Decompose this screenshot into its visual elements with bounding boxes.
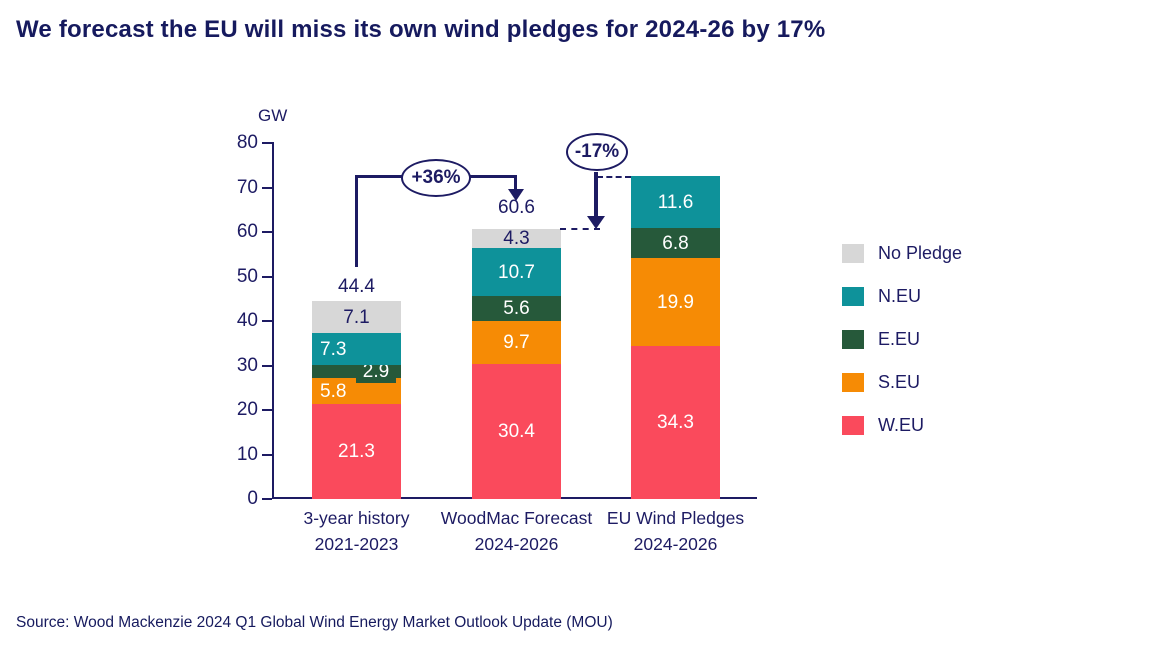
segment-value-label: 11.6 [657,191,694,213]
segment-value-label: 9.7 [503,332,530,353]
y-tick-label: 10 [236,443,258,465]
legend-item-e-eu: E.EU [842,329,962,349]
bar-segment-s-eu: 9.7 [472,321,561,364]
bar-segment-n-eu: 10.7 [472,248,561,296]
segment-value-label: 30.4 [498,421,535,442]
segment-value-callout: 2.9 [356,360,396,383]
annotation-arrow-shaft [594,172,598,218]
y-tick-label: 80 [236,132,258,153]
bar-segment-no-pledge: 4.3 [472,229,561,248]
y-tick-mark [262,364,272,367]
y-tick-label: 60 [236,221,258,242]
category-years: 2021-2023 [314,534,399,554]
bar-segment-e-eu: 5.6 [472,296,561,321]
source-note: Source: Wood Mackenzie 2024 Q1 Global Wi… [16,614,613,631]
x-axis-category-label: WoodMac Forecast 2024-2026 [432,505,602,557]
segment-value-label: 10.7 [498,261,535,283]
category-name: WoodMac Forecast [440,508,593,528]
y-tick-mark [262,186,272,189]
annotation-minus17-bubble: -17% [566,133,628,171]
annotation-arrowhead-icon [587,216,605,229]
segment-value-label: 34.3 [657,412,694,433]
bar-segment-no-pledge: 7.1 [312,301,401,333]
bar-total-label: 60.6 [498,197,535,218]
legend-swatch-icon [842,373,864,392]
annotation-line-vertical [355,175,358,267]
bar-segment-w-eu: 21.3 [312,404,401,499]
segment-value-label: 19.9 [657,291,694,313]
y-tick-label: 50 [236,265,258,287]
y-tick-mark [262,453,272,456]
y-tick-mark [262,320,272,322]
category-name: EU Wind Pledges [606,508,745,528]
annotation-plus36-label: +36% [411,167,461,188]
segment-value-label: 7.3 [320,338,347,360]
y-tick-label: 70 [236,176,258,198]
bar-segment-n-eu: 11.6 [631,176,720,228]
legend-swatch-icon [842,244,864,263]
y-tick-mark [262,231,272,233]
legend: No Pledge N.EU E.EU S.EU W.EU [842,243,963,459]
legend-swatch-icon [842,330,864,349]
annotation-arrow-shaft [514,175,517,190]
legend-label: W.EU [878,415,925,435]
bar-segment-e-eu: 2.9 [312,360,401,383]
y-tick-mark [262,409,272,411]
segment-value-label: 5.8 [320,380,347,402]
segment-value-label: 6.8 [662,232,689,254]
category-years: 2024-2026 [633,534,718,554]
y-tick-label: 20 [236,399,258,420]
bar-segment-n-eu: 7.3 [312,333,401,365]
x-axis-category-label: EU Wind Pledges 2024-2026 [591,505,761,557]
category-years: 2024-2026 [474,534,559,554]
category-name: 3-year history [303,508,410,528]
y-tick-label: 30 [236,354,258,376]
annotation-dash-top [597,176,631,178]
y-tick-mark [262,275,272,278]
segment-value-label: 5.6 [503,298,530,319]
legend-label: N.EU [878,286,922,306]
legend-swatch-icon [842,287,864,306]
legend-item-w-eu: W.EU [842,415,962,435]
segment-value-label: 7.1 [343,306,370,328]
x-axis-category-label: 3-year history 2021-2023 [272,505,442,557]
legend-swatch-icon [842,416,864,435]
y-tick-mark [262,498,272,500]
bar-segment-e-eu: 6.8 [631,228,720,258]
annotation-dash-bottom [560,228,600,230]
bar-segment-w-eu: 34.3 [631,346,720,499]
annotation-arrowhead-icon [508,189,524,201]
y-axis-unit-label: GW [258,106,288,125]
legend-label: No Pledge [878,243,963,263]
bar-total-label: 44.4 [338,276,375,297]
legend-item-s-eu: S.EU [842,372,962,392]
annotation-minus17-label: -17% [574,141,620,162]
segment-value-label: 4.3 [503,228,530,249]
legend-item-n-eu: N.EU [842,286,962,306]
chart-title: We forecast the EU will miss its own win… [16,16,826,43]
y-tick-label: 40 [236,310,258,331]
annotation-plus36-bubble: +36% [401,159,471,197]
legend-item-no-pledge: No Pledge [842,243,963,263]
y-tick-mark [262,142,272,144]
y-tick-label: 0 [247,488,258,509]
segment-value-label: 21.3 [338,441,375,462]
bar-segment-s-eu: 19.9 [631,258,720,346]
legend-label: S.EU [878,372,921,392]
legend-label: E.EU [878,329,921,349]
bar-segment-w-eu: 30.4 [472,364,561,499]
y-axis-line [272,142,274,499]
